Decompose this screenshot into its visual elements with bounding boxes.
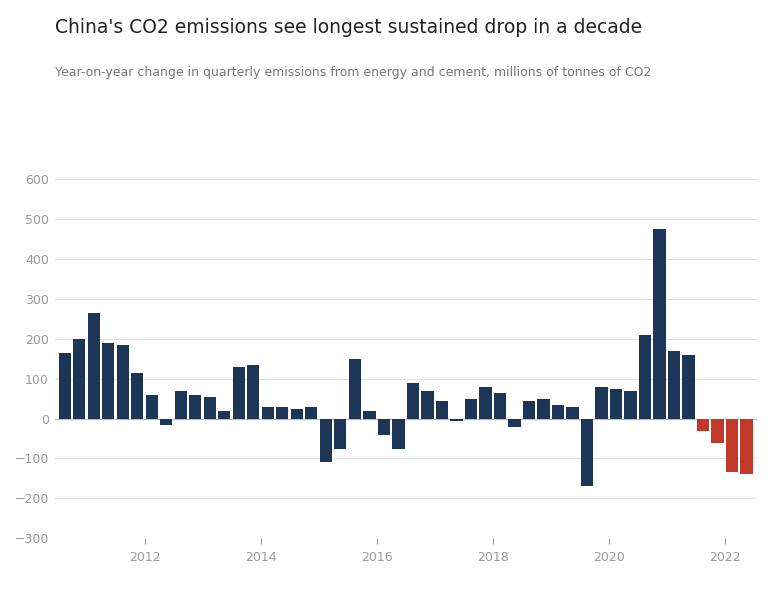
Bar <box>363 411 375 419</box>
Bar <box>551 405 564 419</box>
Bar <box>349 359 361 419</box>
Bar <box>725 419 738 472</box>
Text: Year-on-year change in quarterly emissions from energy and cement, millions of t: Year-on-year change in quarterly emissio… <box>55 66 651 79</box>
Bar <box>102 343 115 419</box>
Bar <box>218 411 230 419</box>
Bar <box>305 407 317 419</box>
Bar <box>494 393 506 419</box>
Bar <box>624 390 636 419</box>
Bar <box>639 335 651 419</box>
Bar <box>232 367 245 419</box>
Bar <box>261 407 274 419</box>
Bar <box>116 345 129 419</box>
Bar <box>291 408 303 419</box>
Bar <box>160 419 172 425</box>
Bar <box>479 387 491 419</box>
Bar <box>566 407 579 419</box>
Bar <box>595 387 608 419</box>
Bar <box>436 401 448 419</box>
Bar <box>421 390 434 419</box>
Bar <box>668 351 680 419</box>
Bar <box>87 313 100 419</box>
Bar <box>740 419 753 474</box>
Bar <box>581 419 593 486</box>
Bar <box>654 229 665 419</box>
Bar <box>131 373 144 419</box>
Bar <box>406 383 419 419</box>
Text: China's CO2 emissions see longest sustained drop in a decade: China's CO2 emissions see longest sustai… <box>55 18 642 37</box>
Bar <box>189 395 201 419</box>
Bar <box>276 407 289 419</box>
Bar <box>537 399 550 419</box>
Bar <box>204 396 216 419</box>
Bar <box>175 390 187 419</box>
Bar <box>697 419 709 431</box>
Bar <box>523 401 535 419</box>
Bar <box>320 419 332 462</box>
Bar <box>146 395 158 419</box>
Bar <box>610 389 622 419</box>
Bar <box>711 419 724 443</box>
Bar <box>58 353 71 419</box>
Bar <box>450 419 463 420</box>
Bar <box>334 419 346 448</box>
Bar <box>509 419 520 426</box>
Bar <box>378 419 390 435</box>
Bar <box>465 399 477 419</box>
Bar <box>392 419 405 448</box>
Bar <box>73 339 86 419</box>
Bar <box>682 355 695 419</box>
Bar <box>247 365 260 419</box>
